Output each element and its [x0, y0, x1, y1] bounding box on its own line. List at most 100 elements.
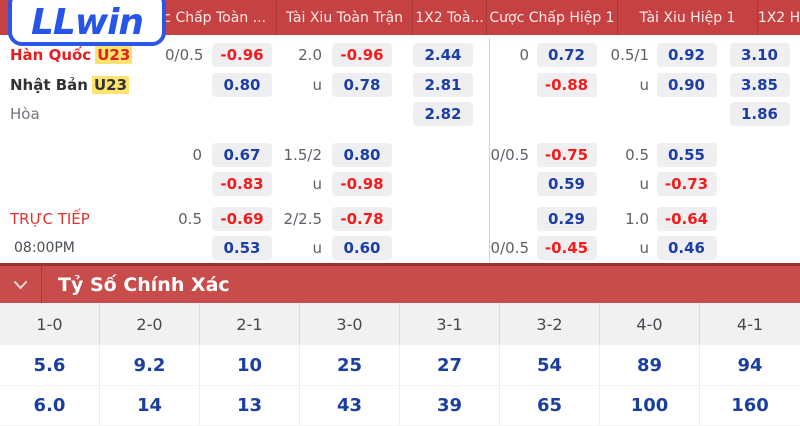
score-odds-button[interactable]: 89	[600, 346, 700, 386]
col-header-1x2-firsthalf: 1X2 H	[758, 9, 800, 26]
ou-odds-button[interactable]: -0.98	[332, 172, 392, 196]
odds-row-market2-over: 0 0.67 1.5/2 0.80 0/0.5 -0.75 0.5 0.55	[0, 140, 800, 170]
ou-odds-button[interactable]: 0.80	[332, 143, 392, 167]
score-label: 2-0	[100, 303, 200, 346]
score-odds-button[interactable]: 43	[300, 386, 400, 426]
correct-score-odds-row-partial: 6.0 14 13 43 39 65 100 160	[0, 386, 800, 426]
odds-row-market3-under: 08:00PM 0.53 u 0.60 0/0.5 -0.45 u 0.46	[0, 234, 800, 262]
col-header-1x2-fulltime: 1X2 Toà...	[413, 0, 487, 35]
score-odds-button[interactable]: 14	[100, 386, 200, 426]
ou-odds-button[interactable]: -0.96	[332, 43, 392, 67]
handicap-odds-button[interactable]: 0.80	[212, 73, 272, 97]
score-odds-button[interactable]: 100	[600, 386, 700, 426]
h1-ou-odds-button[interactable]: -0.73	[656, 172, 717, 196]
h1-ou-line: u	[639, 175, 649, 193]
fulltime-firsthalf-divider	[489, 38, 490, 262]
h1-handicap-odds-button[interactable]: -0.45	[536, 236, 597, 260]
score-label: 3-0	[300, 303, 400, 346]
ou-line: u	[312, 239, 322, 257]
odds-row-market2-under: -0.83 u -0.98 0.59 u -0.73	[0, 170, 800, 198]
brand-logo-text: LLwin	[30, 2, 144, 43]
correct-score-section-header: Tỷ Số Chính Xác	[0, 263, 800, 303]
h1-handicap-line: 0/0.5	[490, 146, 529, 164]
correct-score-collapse-toggle[interactable]	[0, 266, 42, 303]
score-odds-button[interactable]: 27	[400, 346, 500, 386]
score-label: 2-1	[200, 303, 300, 346]
handicap-odds-button[interactable]: 0.53	[212, 236, 272, 260]
brand-logo[interactable]: LLwin	[8, 0, 166, 46]
col-header-handicap-fulltime: Cược Chấp Toàn ...	[0, 0, 277, 35]
handicap-odds-button[interactable]: 0.67	[212, 143, 272, 167]
score-odds-button[interactable]: 10	[200, 346, 300, 386]
correct-score-grid: 1-0 2-0 2-1 3-0 3-1 3-2 4-0 4-1 5.6 9.2 …	[0, 303, 800, 426]
1x2-odds-button[interactable]: 2.81	[413, 73, 473, 97]
handicap-line: 0/0.5	[165, 46, 204, 64]
odds-row-draw: Hòa 2.82 1.86	[0, 100, 800, 128]
h1-ou-line: 0.5	[625, 146, 649, 164]
1x2-odds-button[interactable]: 2.82	[413, 102, 473, 126]
score-odds-button[interactable]: 13	[200, 386, 300, 426]
ou-line: u	[312, 175, 322, 193]
col-header-overunder-fulltime: Tài Xiu Toàn Trận	[277, 0, 413, 35]
ou-line: 2/2.5	[283, 210, 322, 228]
h1-1x2-odds-button[interactable]: 3.85	[729, 73, 790, 97]
home-team-u23-tag: U23	[95, 46, 133, 64]
correct-score-odds-row: 5.6 9.2 10 25 27 54 89 94	[0, 346, 800, 386]
chevron-down-icon	[14, 280, 27, 289]
away-team-u23-tag: U23	[91, 76, 130, 94]
score-odds-button[interactable]: 25	[300, 346, 400, 386]
ou-odds-button[interactable]: 0.78	[332, 73, 392, 97]
ou-odds-button[interactable]: -0.78	[332, 207, 392, 231]
h1-handicap-odds-button[interactable]: -0.75	[536, 143, 597, 167]
ou-line: 2.0	[298, 46, 322, 64]
score-odds-button[interactable]: 39	[400, 386, 500, 426]
live-badge: TRỰC TIẾP	[10, 210, 90, 228]
1x2-odds-button[interactable]: 2.44	[413, 43, 473, 67]
score-odds-button[interactable]: 9.2	[100, 346, 200, 386]
away-team-name: Nhật Bản U23	[10, 76, 130, 94]
score-label: 3-1	[400, 303, 500, 346]
handicap-odds-button[interactable]: -0.83	[212, 172, 272, 196]
home-team-name: Hàn Quốc U23	[10, 46, 133, 64]
score-odds-button[interactable]: 6.0	[0, 386, 100, 426]
score-odds-button[interactable]: 5.6	[0, 346, 100, 386]
h1-1x2-odds-button[interactable]: 3.10	[729, 43, 790, 67]
ou-line: 1.5/2	[283, 146, 322, 164]
h1-handicap-odds-button[interactable]: 0.72	[536, 43, 597, 67]
score-odds-button[interactable]: 160	[700, 386, 800, 426]
handicap-line: 0.5	[178, 210, 202, 228]
h1-ou-odds-button[interactable]: 0.92	[656, 43, 717, 67]
h1-ou-odds-button[interactable]: 0.90	[656, 73, 717, 97]
handicap-odds-button[interactable]: -0.69	[212, 207, 272, 231]
col-header-overunder-firsthalf: Tài Xiu Hiệp 1	[618, 0, 758, 35]
ou-line: u	[312, 76, 322, 94]
h1-handicap-line: 0/0.5	[490, 239, 529, 257]
h1-handicap-odds-button[interactable]: -0.88	[536, 73, 597, 97]
handicap-odds-button[interactable]: -0.96	[212, 43, 272, 67]
h1-ou-odds-button[interactable]: 0.55	[656, 143, 717, 167]
score-label: 4-0	[600, 303, 700, 346]
odds-row-home: Hàn Quốc U23 0/0.5 -0.96 2.0 -0.96 2.44 0…	[0, 40, 800, 70]
h1-ou-odds-button[interactable]: 0.46	[656, 236, 717, 260]
draw-label: Hòa	[10, 105, 40, 123]
correct-score-title: Tỷ Số Chính Xác	[58, 273, 230, 296]
score-label: 1-0	[0, 303, 100, 346]
kickoff-time: 08:00PM	[14, 240, 75, 256]
h1-ou-odds-button[interactable]: -0.64	[656, 207, 717, 231]
h1-1x2-odds-button[interactable]: 1.86	[729, 102, 790, 126]
h1-ou-line: 1.0	[625, 210, 649, 228]
h1-handicap-odds-button[interactable]: 0.59	[536, 172, 597, 196]
h1-ou-line: u	[639, 239, 649, 257]
ou-odds-button[interactable]: 0.60	[332, 236, 392, 260]
odds-row-market3-over: TRỰC TIẾP 0.5 -0.69 2/2.5 -0.78 0.29 1.0…	[0, 204, 800, 234]
h1-ou-line: u	[639, 76, 649, 94]
score-odds-button[interactable]: 94	[700, 346, 800, 386]
score-odds-button[interactable]: 54	[500, 346, 600, 386]
correct-score-labels-row: 1-0 2-0 2-1 3-0 3-1 3-2 4-0 4-1	[0, 303, 800, 346]
score-odds-button[interactable]: 65	[500, 386, 600, 426]
h1-handicap-line: 0	[519, 46, 529, 64]
h1-handicap-odds-button[interactable]: 0.29	[536, 207, 597, 231]
score-label: 3-2	[500, 303, 600, 346]
score-label: 4-1	[700, 303, 800, 346]
h1-ou-line: 0.5/1	[610, 46, 649, 64]
